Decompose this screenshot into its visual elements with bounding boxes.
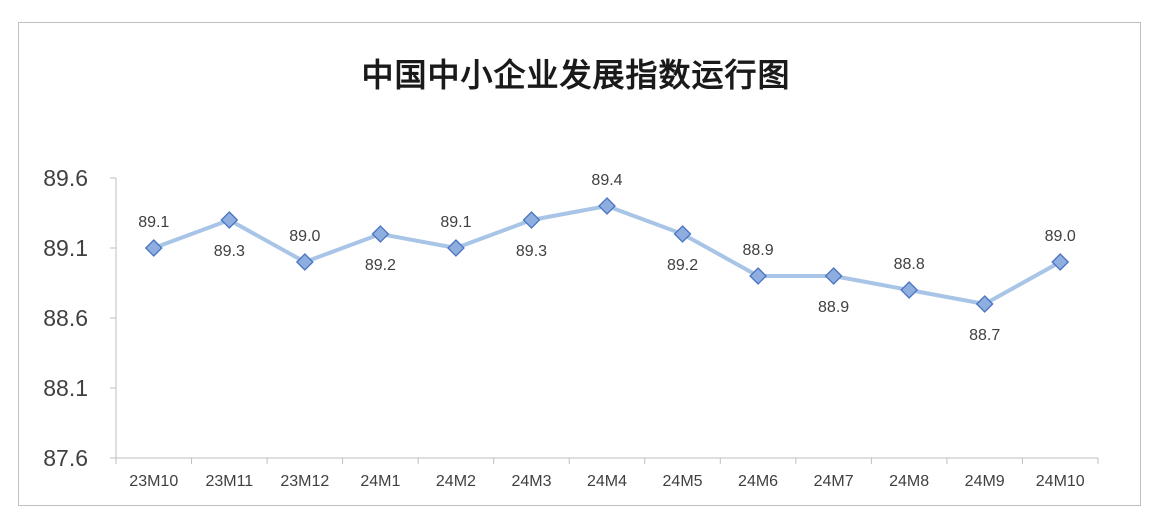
data-label: 89.4 [591, 172, 622, 189]
chart-frame [18, 22, 1141, 506]
x-tick-label: 24M1 [360, 473, 400, 490]
x-tick-label: 24M10 [1036, 473, 1085, 490]
data-point [522, 211, 541, 229]
data-point [673, 225, 692, 243]
y-tick-label: 89.6 [43, 165, 88, 191]
data-label: 88.8 [894, 256, 925, 273]
x-tick-label: 24M9 [965, 473, 1005, 490]
x-tick-label: 24M4 [587, 473, 627, 490]
x-tick-label: 24M6 [738, 473, 778, 490]
data-point [371, 225, 390, 243]
data-point [975, 295, 994, 313]
x-axis-ticks: 23M10 23M11 23M12 24M1 24M2 24M3 24M4 24M5 24M6 2… [115, 458, 1099, 490]
data-point [220, 211, 239, 229]
x-tick-label: 24M8 [889, 473, 929, 490]
data-point [598, 197, 616, 215]
data-point [824, 267, 843, 285]
data-label: 89.2 [667, 257, 698, 274]
data-point [749, 267, 767, 285]
y-tick-label: 88.1 [43, 375, 88, 401]
y-tick-label: 89.1 [43, 235, 88, 261]
data-label: 88.9 [743, 242, 774, 259]
x-tick-label: 24M2 [436, 473, 476, 490]
series-group [144, 197, 1070, 313]
data-label: 89.2 [365, 257, 396, 274]
data-label: 88.7 [969, 327, 1000, 344]
y-tick-label: 87.6 [43, 445, 88, 471]
y-tick-label: 88.6 [43, 305, 88, 331]
data-labels: 89.1 89.3 89.0 89.2 89.1 89.3 89.4 89.2 88.9 88.9… [138, 172, 1076, 344]
data-point [447, 239, 465, 257]
data-label: 89.3 [516, 243, 547, 260]
data-point [1051, 253, 1070, 271]
x-tick-label: 24M5 [663, 473, 703, 490]
x-tick-label: 24M7 [814, 473, 854, 490]
data-point [295, 253, 314, 271]
chart-title: 中国中小企业发展指数运行图 [361, 56, 791, 94]
data-point [900, 281, 919, 299]
data-label: 89.0 [1045, 228, 1076, 245]
data-point [144, 239, 163, 257]
data-label: 88.9 [818, 299, 849, 316]
series-line [153, 204, 1062, 306]
x-tick-label: 23M10 [129, 473, 178, 490]
x-tick-label: 24M3 [511, 473, 551, 490]
data-label: 89.1 [138, 214, 169, 231]
x-tick-label: 23M12 [280, 473, 329, 490]
data-label: 89.0 [289, 228, 320, 245]
data-label: 89.3 [214, 243, 245, 260]
axes [115, 178, 1098, 459]
x-tick-label: 23M11 [205, 473, 253, 490]
y-axis-ticks: 87.6 88.1 88.6 89.1 89.6 [43, 165, 116, 471]
data-label: 89.1 [440, 214, 471, 231]
